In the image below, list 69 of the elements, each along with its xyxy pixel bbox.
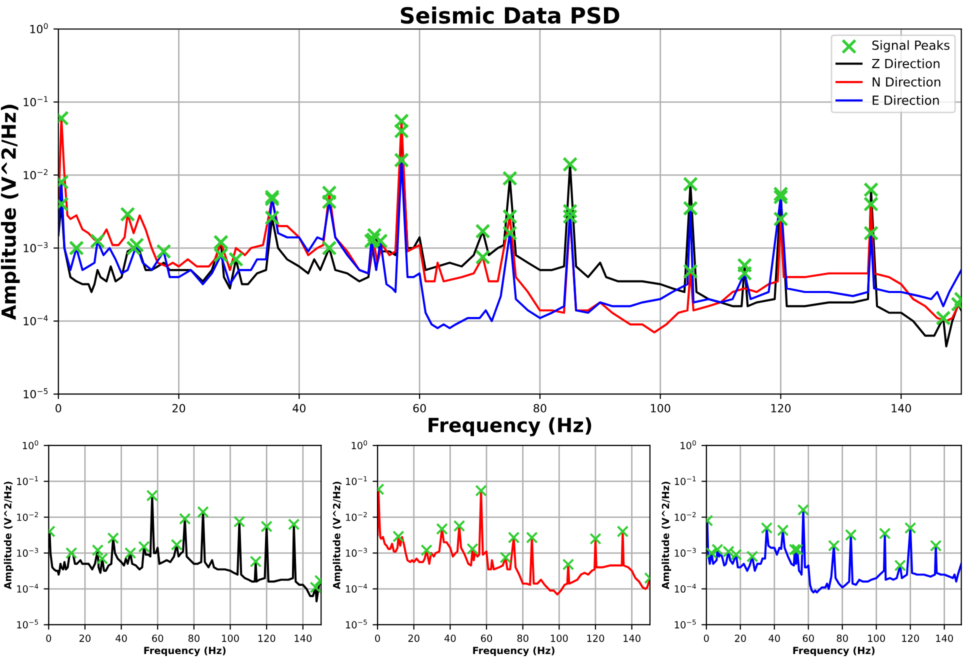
x-tick-label: 20 bbox=[172, 404, 186, 412]
y-axis-title: Amplitude (V^2/Hz) bbox=[662, 482, 672, 590]
y-tick-label: 10$^{0}$ bbox=[680, 440, 696, 450]
x-axis-title: Frequency (Hz) bbox=[428, 417, 592, 436]
x-tick-label: 100 bbox=[650, 404, 670, 412]
x-tick-label: 100 bbox=[868, 634, 885, 642]
x-tick-label: 0 bbox=[56, 404, 62, 412]
x-tick-label: 140 bbox=[624, 634, 640, 642]
y-tick-label: 10$^{−3}$ bbox=[674, 548, 696, 557]
y-tick-label: 10$^{−1}$ bbox=[674, 476, 696, 486]
x-tick-label: 100 bbox=[550, 634, 568, 642]
x-tick-label: 80 bbox=[188, 634, 200, 642]
x-tick-label: 100 bbox=[222, 634, 239, 642]
legend-label: N Direction bbox=[872, 76, 940, 87]
y-tick-label: 10$^{0}$ bbox=[22, 440, 38, 450]
x-tick-label: 140 bbox=[892, 404, 911, 412]
legend-label: E Direction bbox=[872, 95, 939, 105]
x-tick-label: 0 bbox=[375, 634, 380, 642]
y-tick-label: 10$^{−5}$ bbox=[24, 388, 48, 398]
y-tick-label: 10$^{−3}$ bbox=[24, 242, 48, 252]
x-tick-label: 60 bbox=[152, 634, 164, 642]
x-tick-label: 120 bbox=[258, 634, 276, 642]
x-tick-label: 120 bbox=[587, 634, 604, 642]
y-tick-label: 10$^{−5}$ bbox=[346, 620, 367, 628]
x-tick-label: 140 bbox=[936, 634, 953, 642]
x-tick-label: 0 bbox=[46, 634, 52, 642]
x-tick-label: 40 bbox=[768, 634, 780, 642]
y-tick-label: 10$^{−4}$ bbox=[346, 584, 368, 593]
y-tick-label: 10$^{−2}$ bbox=[346, 512, 367, 521]
y-tick-label: 10$^{−1}$ bbox=[24, 96, 48, 106]
y-tick-label: 10$^{−1}$ bbox=[346, 476, 367, 486]
x-tick-label: 40 bbox=[292, 404, 306, 412]
x-tick-label: 40 bbox=[116, 634, 127, 642]
y-tick-label: 10$^{−4}$ bbox=[17, 584, 38, 593]
x-tick-label: 20 bbox=[408, 634, 420, 642]
x-tick-label: 140 bbox=[294, 634, 312, 642]
y-tick-label: 10$^{−3}$ bbox=[17, 548, 38, 557]
y-axis-title: Amplitude (V^2/Hz) bbox=[4, 482, 14, 590]
y-tick-label: 10$^{−4}$ bbox=[24, 315, 48, 326]
x-tick-label: 120 bbox=[902, 634, 919, 642]
x-tick-label: 60 bbox=[480, 634, 492, 642]
y-tick-label: 10$^{−5}$ bbox=[674, 620, 696, 628]
y-tick-label: 10$^{−2}$ bbox=[17, 512, 38, 521]
chart-title: Seismic Data PSD bbox=[400, 6, 620, 24]
y-tick-label: 10$^{−3}$ bbox=[346, 548, 367, 557]
y-tick-label: 10$^{−2}$ bbox=[674, 512, 696, 521]
y-axis-title: Amplitude (V^2/Hz) bbox=[332, 482, 342, 590]
x-tick-label: 80 bbox=[517, 634, 528, 642]
x-tick-label: 60 bbox=[413, 404, 426, 412]
x-axis-title: Frequency (Hz) bbox=[793, 646, 875, 656]
y-axis-title: Amplitude (V^2/Hz) bbox=[0, 104, 20, 320]
y-tick-label: 10$^{−4}$ bbox=[674, 584, 696, 593]
y-tick-label: 10$^{0}$ bbox=[352, 440, 368, 450]
x-tick-label: 20 bbox=[734, 634, 746, 642]
x-tick-label: 20 bbox=[80, 634, 91, 642]
x-tick-label: 120 bbox=[771, 404, 791, 412]
legend-label: Signal Peaks bbox=[872, 40, 950, 52]
y-tick-label: 10$^{0}$ bbox=[30, 23, 48, 34]
y-tick-label: 10$^{−1}$ bbox=[17, 476, 38, 486]
x-axis-title: Frequency (Hz) bbox=[144, 646, 226, 656]
y-tick-label: 10$^{−5}$ bbox=[17, 620, 38, 628]
legend-label: Z Direction bbox=[872, 58, 940, 68]
x-tick-label: 60 bbox=[802, 634, 814, 642]
x-tick-label: 80 bbox=[836, 634, 848, 642]
x-axis-title: Frequency (Hz) bbox=[473, 646, 554, 656]
x-tick-label: 80 bbox=[534, 404, 546, 412]
y-tick-label: 10$^{−2}$ bbox=[24, 169, 48, 180]
x-tick-label: 0 bbox=[704, 634, 709, 642]
x-tick-label: 40 bbox=[444, 634, 456, 642]
